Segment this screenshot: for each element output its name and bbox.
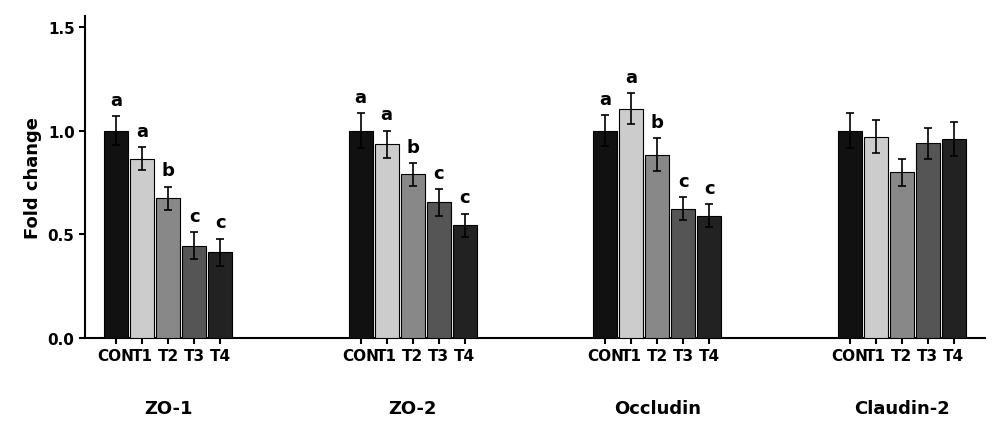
Text: c: c bbox=[704, 180, 715, 197]
Bar bbox=[838, 132, 862, 339]
Text: c: c bbox=[433, 164, 444, 182]
Bar bbox=[208, 253, 232, 339]
Bar bbox=[156, 199, 180, 339]
Bar bbox=[401, 175, 425, 339]
Bar bbox=[349, 132, 373, 339]
Text: c: c bbox=[459, 189, 470, 207]
Text: b: b bbox=[406, 138, 419, 156]
Bar bbox=[671, 209, 695, 339]
Text: ZO-2: ZO-2 bbox=[388, 400, 437, 418]
Bar bbox=[890, 173, 914, 339]
Bar bbox=[645, 155, 669, 339]
Text: ZO-1: ZO-1 bbox=[144, 400, 192, 418]
Bar bbox=[130, 159, 154, 339]
Bar bbox=[697, 216, 721, 339]
Text: Occludin: Occludin bbox=[614, 400, 701, 418]
Bar bbox=[864, 138, 888, 339]
Text: a: a bbox=[625, 69, 637, 87]
Bar bbox=[104, 132, 128, 339]
Text: b: b bbox=[651, 113, 664, 132]
Bar bbox=[593, 132, 617, 339]
Text: a: a bbox=[599, 91, 611, 108]
Bar bbox=[916, 144, 940, 339]
Y-axis label: Fold change: Fold change bbox=[24, 117, 42, 239]
Text: Claudin-2: Claudin-2 bbox=[854, 400, 950, 418]
Text: a: a bbox=[381, 106, 393, 124]
Bar bbox=[942, 140, 966, 339]
Bar bbox=[619, 109, 643, 339]
Text: c: c bbox=[215, 214, 225, 232]
Bar bbox=[375, 145, 399, 339]
Bar bbox=[182, 247, 206, 339]
Bar bbox=[427, 203, 451, 339]
Bar bbox=[453, 226, 477, 339]
Text: a: a bbox=[136, 123, 148, 141]
Text: a: a bbox=[355, 89, 367, 106]
Text: c: c bbox=[189, 207, 199, 226]
Text: b: b bbox=[162, 162, 175, 180]
Text: a: a bbox=[110, 92, 122, 109]
Text: c: c bbox=[678, 172, 689, 191]
